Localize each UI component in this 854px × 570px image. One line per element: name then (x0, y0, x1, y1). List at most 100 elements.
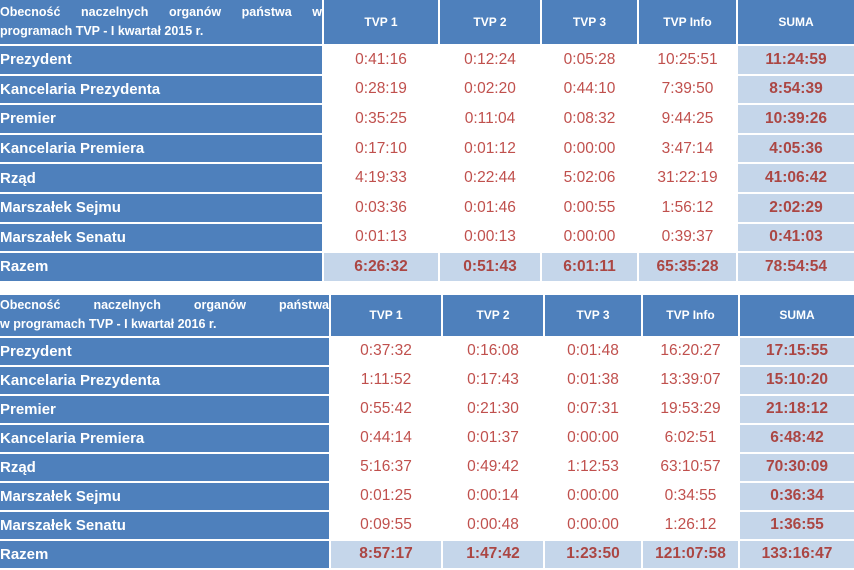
table-tvp-2015-q1: Obecność naczelnych organów państwa w pr… (0, 0, 854, 283)
value-cell: 0:02:20 (440, 75, 542, 106)
table-row: Kancelaria Prezydenta 0:28:19 0:02:20 0:44:… (0, 75, 854, 106)
table-row: Marszałek Sejmu 0:03:36 0:01:46 0:00:55 1:56… (0, 193, 854, 224)
value-cell: 0:44:14 (331, 424, 443, 454)
value-cell: 0:11:04 (440, 105, 542, 135)
value-cell: 1:11:52 (331, 366, 443, 396)
col-header-tvp1: TVP 1 (324, 0, 440, 46)
value-cell: 6:02:51 (643, 424, 740, 454)
table-row: Premier 0:55:42 0:21:30 0:07:31 19:53:29 21:1… (0, 395, 854, 425)
value-cell: 0:39:37 (639, 223, 738, 254)
row-label: Marszałek Senatu (0, 511, 331, 541)
suma-value-cell: 8:54:39 (738, 75, 854, 106)
suma-value-cell: 0:41:03 (738, 223, 854, 254)
value-cell: 0:01:46 (440, 193, 542, 224)
value-cell: 121:07:58 (643, 540, 740, 570)
value-cell: 0:00:00 (542, 134, 639, 165)
value-cell: 0:00:48 (443, 511, 545, 541)
table-row: Kancelaria Premiera 0:17:10 0:01:12 0:00:00… (0, 134, 854, 165)
table-row: Kancelaria Premiera 0:44:14 0:01:37 0:00:00… (0, 424, 854, 454)
col-header-suma: SUMA (738, 0, 854, 46)
table-body: Prezydent 0:41:16 0:12:24 0:05:28 10:25:51 11… (0, 46, 854, 283)
table-body: Prezydent 0:37:32 0:16:08 0:01:48 16:20:27 17… (0, 337, 854, 570)
value-cell: 0:12:24 (440, 46, 542, 76)
table-row: Prezydent 0:37:32 0:16:08 0:01:48 16:20:27 17… (0, 337, 854, 367)
value-cell: 13:39:07 (643, 366, 740, 396)
value-cell: 0:01:48 (545, 337, 643, 367)
header-row: Obecność naczelnych organów państwa w pr… (0, 0, 854, 46)
value-cell: 3:47:14 (639, 134, 738, 165)
value-cell: 0:01:25 (331, 482, 443, 512)
value-cell: 0:34:55 (643, 482, 740, 512)
value-cell: 8:57:17 (331, 540, 443, 570)
value-cell: 63:10:57 (643, 453, 740, 483)
value-cell: 0:41:16 (324, 46, 440, 76)
suma-value-cell: 41:06:42 (738, 164, 854, 194)
suma-value-cell: 15:10:20 (740, 366, 854, 396)
value-cell: 19:53:29 (643, 395, 740, 425)
suma-value-cell: 11:24:59 (738, 46, 854, 76)
value-cell: 0:00:00 (542, 223, 639, 254)
value-cell: 0:00:00 (545, 424, 643, 454)
value-cell: 0:44:10 (542, 75, 639, 106)
table-title-line2: w programach TVP - I kwartał 2016 r. (0, 317, 217, 332)
suma-value-cell: 4:05:36 (738, 134, 854, 165)
value-cell: 0:17:10 (324, 134, 440, 165)
col-header-suma: SUMA (740, 294, 854, 338)
suma-value-cell: 78:54:54 (738, 253, 854, 283)
value-cell: 0:00:00 (545, 482, 643, 512)
total-row: Razem 8:57:17 1:47:42 1:23:50 121:07:58 133:1… (0, 540, 854, 570)
value-cell: 0:21:30 (443, 395, 545, 425)
value-cell: 6:01:11 (542, 253, 639, 283)
value-cell: 31:22:19 (639, 164, 738, 194)
value-cell: 0:49:42 (443, 453, 545, 483)
value-cell: 0:55:42 (331, 395, 443, 425)
col-header-tvpinfo: TVP Info (639, 0, 738, 46)
total-row: Razem 6:26:32 0:51:43 6:01:11 65:35:28 78:54:… (0, 253, 854, 283)
header-row: Obecność naczelnych organów państwa w pr… (0, 294, 854, 338)
suma-value-cell: 21:18:12 (740, 395, 854, 425)
value-cell: 10:25:51 (639, 46, 738, 76)
value-cell: 4:19:33 (324, 164, 440, 194)
value-cell: 1:56:12 (639, 193, 738, 224)
row-label: Rząd (0, 164, 324, 194)
value-cell: 0:01:38 (545, 366, 643, 396)
value-cell: 0:09:55 (331, 511, 443, 541)
table-title: Obecność naczelnych organów państwa w pr… (0, 0, 324, 46)
table-row: Rząd 4:19:33 0:22:44 5:02:06 31:22:19 41:06:4… (0, 164, 854, 194)
suma-value-cell: 10:39:26 (738, 105, 854, 135)
col-header-tvpinfo: TVP Info (643, 294, 740, 338)
row-label: Prezydent (0, 46, 324, 76)
value-cell: 0:03:36 (324, 193, 440, 224)
value-cell: 1:26:12 (643, 511, 740, 541)
suma-value-cell: 17:15:55 (740, 337, 854, 367)
table-row: Marszałek Senatu 0:01:13 0:00:13 0:00:00 0:3… (0, 223, 854, 254)
col-header-tvp2: TVP 2 (443, 294, 545, 338)
suma-value-cell: 0:36:34 (740, 482, 854, 512)
value-cell: 65:35:28 (639, 253, 738, 283)
row-label: Kancelaria Premiera (0, 134, 324, 165)
value-cell: 0:00:00 (545, 511, 643, 541)
suma-value-cell: 6:48:42 (740, 424, 854, 454)
value-cell: 0:35:25 (324, 105, 440, 135)
table-row: Prezydent 0:41:16 0:12:24 0:05:28 10:25:51 11… (0, 46, 854, 76)
value-cell: 0:17:43 (443, 366, 545, 396)
value-cell: 0:00:14 (443, 482, 545, 512)
suma-value-cell: 2:02:29 (738, 193, 854, 224)
value-cell: 0:22:44 (440, 164, 542, 194)
table-row: Marszałek Sejmu 0:01:25 0:00:14 0:00:00 0:34… (0, 482, 854, 512)
value-cell: 1:47:42 (443, 540, 545, 570)
row-label: Razem (0, 253, 324, 283)
table-title: Obecność naczelnych organów państwa w pr… (0, 294, 331, 338)
table-tvp-2016-q1: Obecność naczelnych organów państwa w pr… (0, 294, 854, 570)
table-row: Kancelaria Prezydenta 1:11:52 0:17:43 0:01:… (0, 366, 854, 396)
value-cell: 1:12:53 (545, 453, 643, 483)
value-cell: 0:16:08 (443, 337, 545, 367)
value-cell: 0:01:12 (440, 134, 542, 165)
value-cell: 7:39:50 (639, 75, 738, 106)
value-cell: 0:28:19 (324, 75, 440, 106)
table-title-line1: Obecność naczelnych organów państwa w (0, 5, 322, 19)
row-label: Kancelaria Premiera (0, 424, 331, 454)
suma-value-cell: 1:36:55 (740, 511, 854, 541)
value-cell: 0:00:13 (440, 223, 542, 254)
